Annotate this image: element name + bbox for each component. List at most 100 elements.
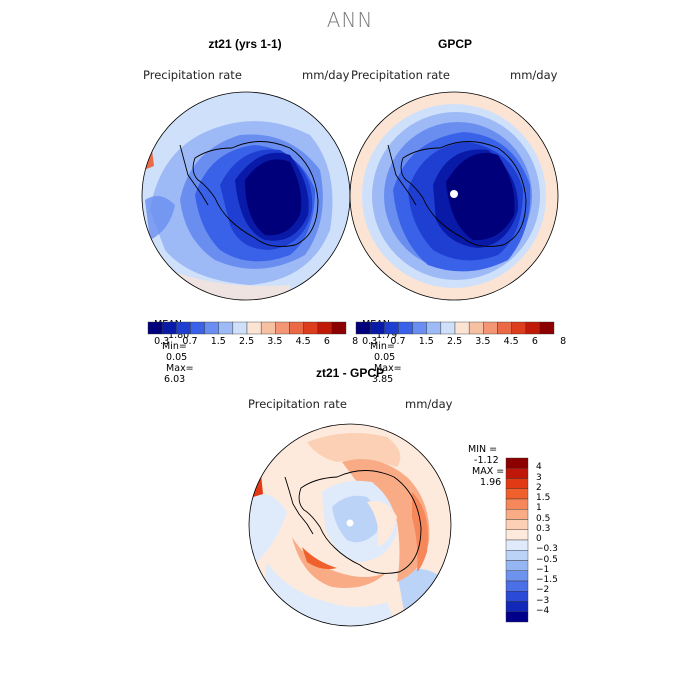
colorbar-swatch — [505, 478, 529, 489]
colorbar-swatch — [412, 321, 427, 335]
colorbar-tick-label: 4 — [536, 462, 542, 473]
colorbar-tick-label: −2 — [536, 585, 550, 596]
colorbar-tick-label: 6 — [323, 336, 330, 347]
colorbar-swatch — [505, 509, 529, 520]
colorbar-swatch — [260, 321, 276, 335]
colorbar-swatch — [505, 550, 529, 561]
colorbar-swatch — [331, 321, 347, 335]
colorbar-tick-label: 8 — [560, 336, 567, 347]
model-panel-title: zt21 (yrs 1-1) — [208, 37, 282, 51]
colorbar-tick-label: 1 — [536, 503, 542, 514]
colorbar-swatch — [384, 321, 399, 335]
diff-max-label: MAX = — [472, 466, 505, 477]
colorbar-swatch — [232, 321, 248, 335]
colorbar-tick-label: −1 — [536, 564, 550, 575]
colorbar-tick-label: 8 — [352, 336, 359, 347]
model-variable-label: Precipitation rate — [143, 68, 242, 82]
diff-units-label: mm/day — [405, 397, 453, 411]
obs-min-value: 0.05 — [374, 352, 396, 363]
obs-polar-map — [349, 91, 559, 301]
colorbar-swatch — [505, 468, 529, 479]
obs-max-value: 3.85 — [372, 374, 394, 385]
colorbar-tick-label: −0.5 — [536, 554, 558, 565]
colorbar-swatch — [176, 321, 191, 335]
colorbar-tick-label: 2 — [536, 482, 542, 493]
model-min-value: 0.05 — [166, 352, 188, 363]
diff-max-value: 1.96 — [480, 477, 502, 488]
colorbar-swatch — [505, 570, 529, 582]
colorbar-swatch — [505, 488, 529, 500]
obs-variable-label: Precipitation rate — [351, 68, 450, 82]
model-min-label: Min= — [162, 341, 187, 352]
colorbar-tick-label: 1.5 — [536, 493, 551, 503]
diff-colorbar — [505, 457, 529, 623]
diff-min-value: -1.12 — [474, 455, 499, 466]
colorbar-tick-label: 3.5 — [475, 336, 491, 347]
model-colorbar — [147, 321, 347, 335]
colorbar-tick-label: 3 — [536, 472, 542, 483]
diff-min-label: MIN = — [468, 444, 498, 455]
colorbar-swatch — [317, 321, 333, 335]
diff-panel-title: zt21 - GPCP — [315, 366, 384, 380]
colorbar-tick-label: 6 — [531, 336, 538, 347]
colorbar-swatch — [539, 321, 555, 335]
colorbar-tick-label: 4.5 — [295, 336, 311, 347]
obs-panel-title: GPCP — [437, 37, 472, 51]
obs-min-label: Min= — [370, 341, 395, 352]
obs-max-label: Max= — [374, 363, 402, 374]
colorbar-tick-label: 1.5 — [210, 336, 226, 347]
diff-colorbar-ticks: 4 3 2 1.5 1 0.5 0.3 0 −0.3 −0.5 −1 −1.5 −2 −3 −4 — [536, 458, 576, 622]
colorbar-swatch — [426, 321, 442, 335]
colorbar-tick-label: 0 — [536, 534, 542, 544]
colorbar-tick-label: 3.5 — [267, 336, 283, 347]
colorbar-swatch — [218, 321, 234, 335]
model-mean-value: 1.80 — [168, 330, 190, 341]
colorbar-tick-label: 0.7 — [390, 336, 406, 347]
colorbar-swatch — [190, 321, 205, 335]
colorbar-swatch — [468, 321, 484, 335]
colorbar-swatch — [355, 321, 371, 335]
obs-colorbar — [355, 321, 555, 335]
colorbar-swatch — [525, 321, 541, 335]
model-units-label: mm/day — [302, 68, 350, 82]
colorbar-swatch — [147, 321, 163, 335]
colorbar-tick-label: 2.5 — [447, 336, 463, 347]
colorbar-swatch — [275, 321, 290, 335]
figure-title: ANN — [326, 8, 374, 32]
colorbar-swatch — [454, 321, 470, 335]
model-max-value: 6.03 — [164, 374, 186, 385]
colorbar-swatch — [497, 321, 512, 335]
colorbar-swatch — [505, 498, 529, 510]
colorbar-swatch — [161, 321, 177, 335]
colorbar-swatch — [505, 519, 529, 530]
colorbar-tick-label: −3 — [536, 595, 550, 606]
colorbar-swatch — [505, 560, 529, 571]
diff-variable-label: Precipitation rate — [248, 397, 347, 411]
colorbar-tick-label: 4.5 — [503, 336, 519, 347]
colorbar-swatch — [246, 321, 262, 335]
colorbar-swatch — [303, 321, 318, 335]
diff-polar-map — [248, 423, 452, 627]
colorbar-swatch — [505, 591, 529, 602]
colorbar-swatch — [204, 321, 219, 335]
obs-mean-value: 1.79 — [376, 330, 398, 341]
colorbar-swatch — [511, 321, 526, 335]
colorbar-swatch — [440, 321, 456, 335]
colorbar-swatch — [505, 529, 529, 541]
colorbar-tick-label: 0.3 — [362, 336, 378, 347]
obs-colorbar-ticks: 0.3 0.7 1.5 2.5 3.5 4.5 6 8 — [356, 336, 566, 350]
obs-units-label: mm/day — [510, 68, 558, 82]
colorbar-tick-label: 0.3 — [536, 523, 551, 534]
colorbar-tick-label: −1.5 — [536, 575, 558, 585]
colorbar-swatch — [369, 321, 385, 335]
colorbar-swatch — [505, 539, 529, 551]
colorbar-tick-label: 2.5 — [239, 336, 255, 347]
colorbar-swatch — [289, 321, 304, 335]
colorbar-tick-label: −4 — [536, 605, 550, 616]
colorbar-tick-label: 1.5 — [418, 336, 434, 347]
colorbar-tick-label: −0.3 — [536, 544, 558, 555]
colorbar-swatch — [505, 457, 529, 469]
colorbar-tick-label: 0.3 — [154, 336, 170, 347]
colorbar-swatch — [483, 321, 498, 335]
colorbar-swatch — [398, 321, 413, 335]
